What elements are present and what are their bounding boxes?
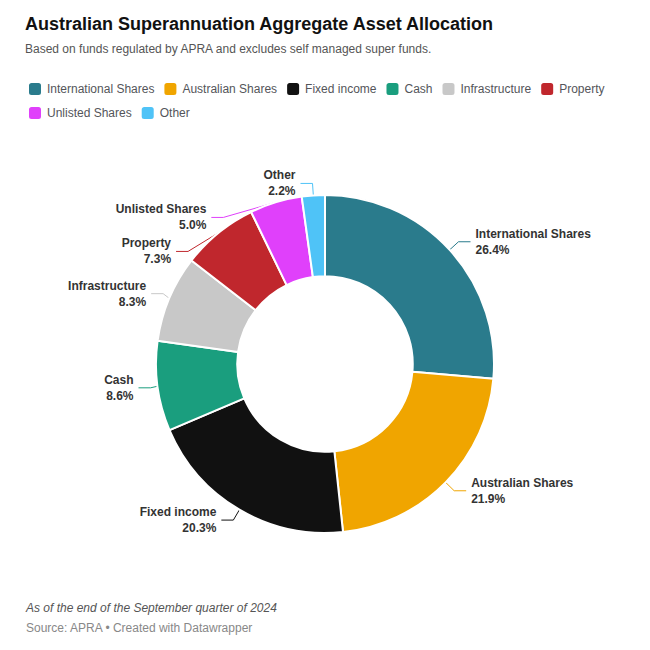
- svg-text:5.0%: 5.0%: [179, 218, 207, 232]
- svg-text:International Shares: International Shares: [47, 82, 154, 96]
- svg-text:Property: Property: [559, 82, 604, 96]
- svg-text:Cash: Cash: [404, 82, 432, 96]
- svg-text:Australian Superannuation Aggr: Australian Superannuation Aggregate Asse…: [25, 14, 493, 34]
- svg-text:International Shares: International Shares: [475, 227, 591, 241]
- svg-text:26.4%: 26.4%: [475, 243, 509, 257]
- svg-text:21.9%: 21.9%: [471, 492, 505, 506]
- svg-text:Source: APRA • Created with Da: Source: APRA • Created with Datawrapper: [26, 621, 252, 635]
- svg-text:Based on funds regulated by AP: Based on funds regulated by APRA and exc…: [25, 42, 431, 56]
- svg-text:Property: Property: [122, 236, 172, 250]
- svg-text:8.6%: 8.6%: [106, 389, 134, 403]
- svg-text:Infrastructure: Infrastructure: [460, 82, 531, 96]
- svg-text:Unlisted Shares: Unlisted Shares: [116, 202, 207, 216]
- svg-text:Cash: Cash: [104, 373, 133, 387]
- svg-text:Australian Shares: Australian Shares: [471, 476, 573, 490]
- svg-text:20.3%: 20.3%: [182, 521, 216, 535]
- svg-text:Fixed income: Fixed income: [140, 505, 217, 519]
- svg-text:8.3%: 8.3%: [119, 295, 147, 309]
- svg-text:7.3%: 7.3%: [144, 252, 172, 266]
- svg-text:As of the end of the September: As of the end of the September quarter o…: [25, 601, 277, 615]
- svg-text:Other: Other: [263, 168, 295, 182]
- svg-text:Unlisted Shares: Unlisted Shares: [47, 106, 132, 120]
- svg-text:Infrastructure: Infrastructure: [68, 279, 146, 293]
- svg-text:Fixed income: Fixed income: [305, 82, 377, 96]
- svg-text:Australian Shares: Australian Shares: [182, 82, 277, 96]
- svg-text:2.2%: 2.2%: [268, 184, 296, 198]
- svg-text:Other: Other: [160, 106, 190, 120]
